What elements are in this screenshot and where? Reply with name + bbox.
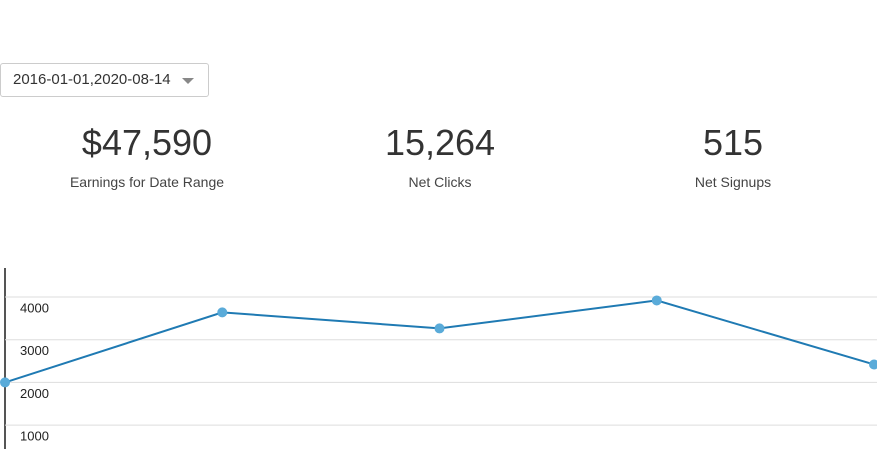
stat-value: 515	[702, 122, 764, 163]
caret	[182, 78, 194, 84]
point	[651, 295, 662, 306]
stat-label: Earnings for Date Range	[69, 174, 225, 190]
y-tick-label: 1000	[20, 429, 49, 444]
point	[0, 377, 10, 388]
date-range-text: 2016-01-01,2020-08-14	[13, 71, 171, 88]
y-tick-label: 3000	[20, 343, 49, 358]
point	[217, 307, 228, 318]
date-range-dropdown[interactable]: 2016-01-01,2020-08-14	[0, 63, 209, 97]
point	[434, 323, 445, 334]
y-tick-label: 2000	[20, 386, 49, 401]
stat-value: 15,264	[384, 122, 496, 163]
y-tick-label: 4000	[20, 300, 49, 315]
stat-label: Net Clicks	[408, 174, 472, 190]
point	[869, 359, 877, 370]
line	[4, 299, 875, 384]
stat-label: Net Signups	[694, 174, 772, 190]
stat-value: $47,590	[81, 122, 213, 163]
